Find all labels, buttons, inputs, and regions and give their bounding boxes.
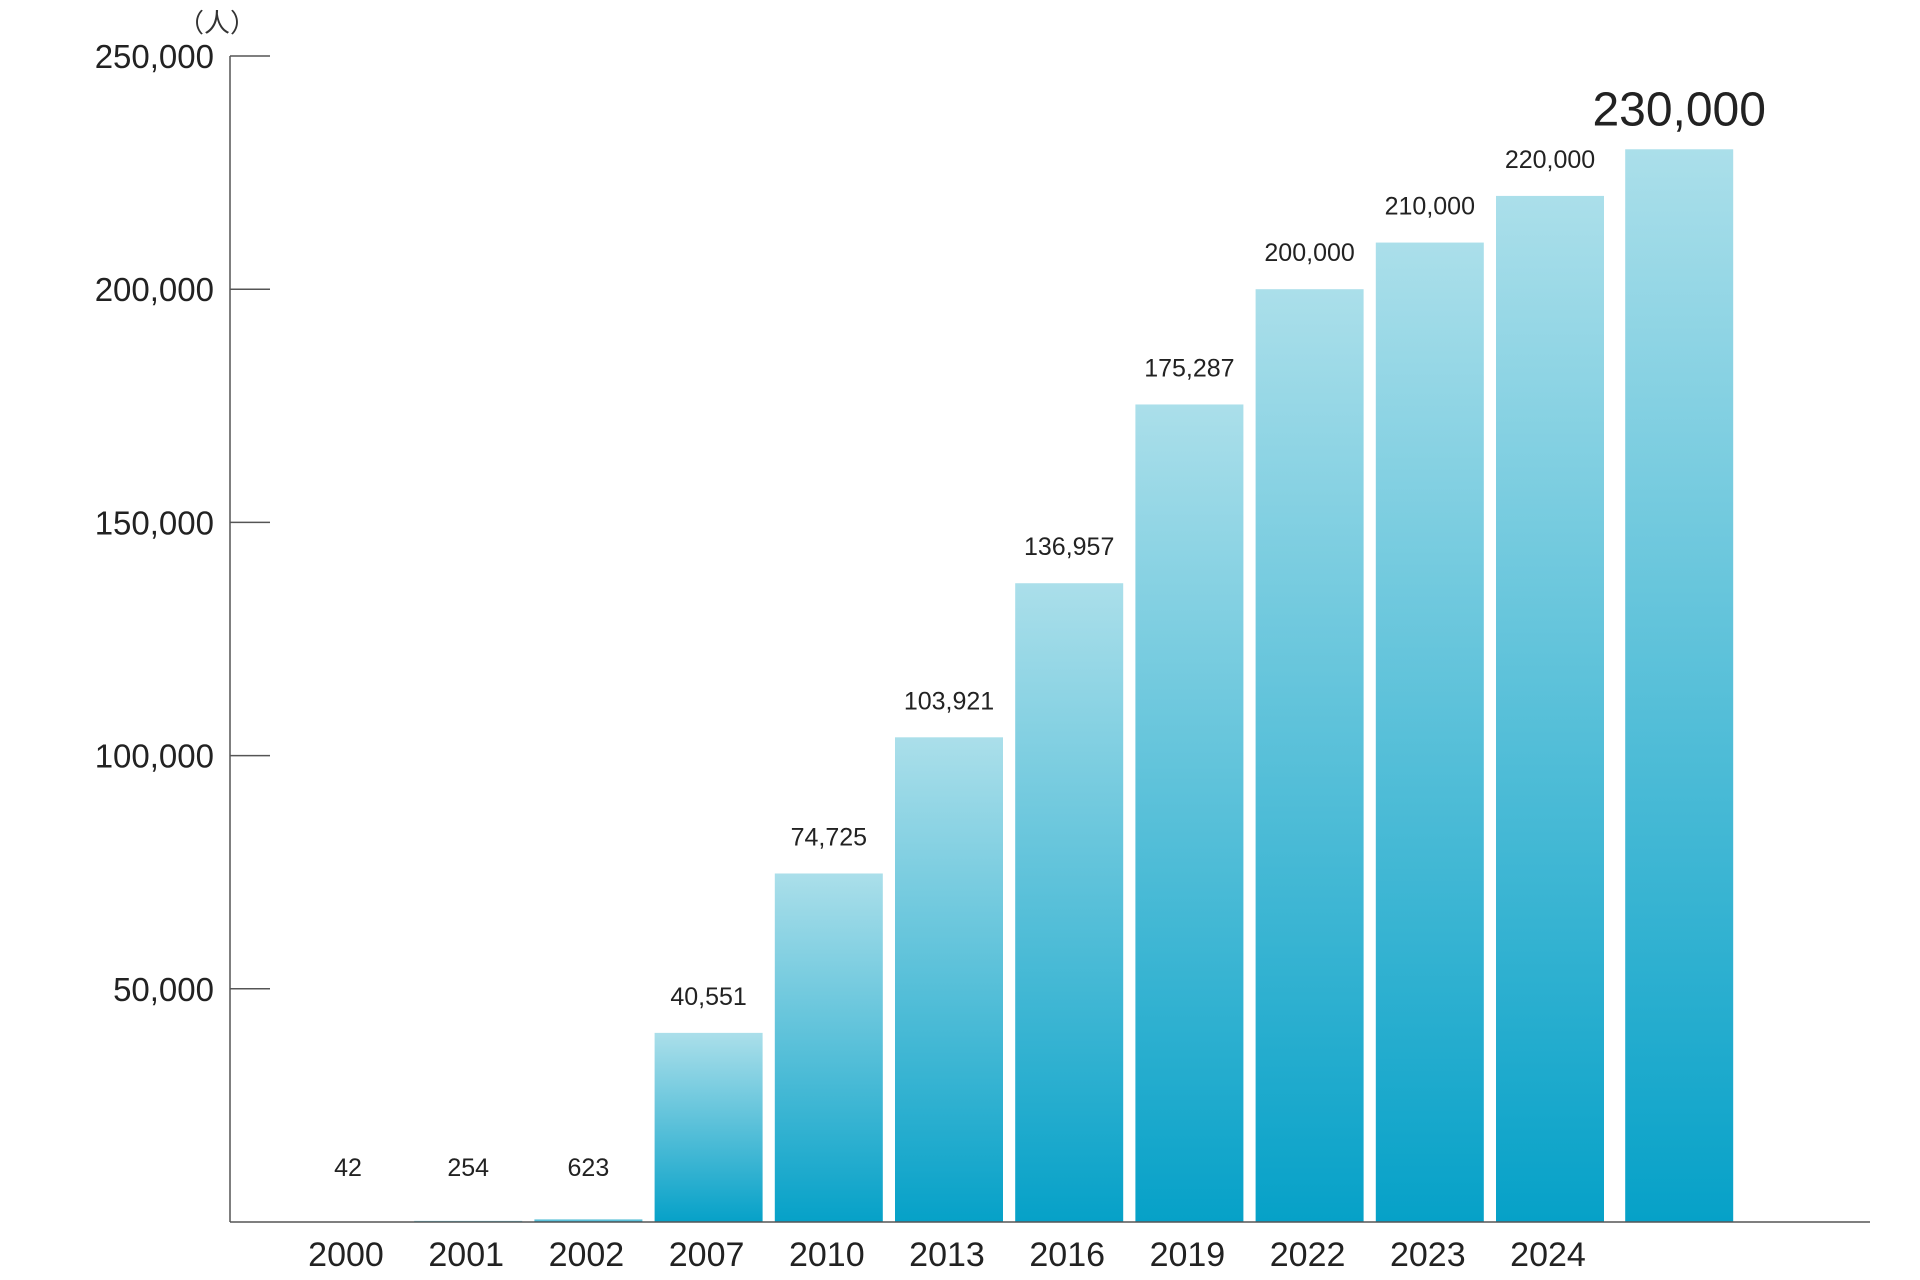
- bar-2016: [1015, 583, 1124, 1222]
- x-axis: 2000 2001 2002 2007 2010 2013 2016 2019 2022 2023…: [230, 1221, 1870, 1274]
- data-label: 220,000: [1505, 146, 1595, 174]
- bar-highlight: [1625, 149, 1734, 1222]
- data-label: 175,287: [1144, 354, 1234, 382]
- x-tick-label: 2019: [1150, 1236, 1226, 1274]
- data-labels-group: 42 254 623 40,551 74,725 103,921 136,957 175,28…: [334, 83, 1766, 1182]
- highlight-value-label: 230,000: [1592, 83, 1766, 136]
- bar-2013: [895, 737, 1003, 1222]
- x-tick-label: 2002: [549, 1236, 625, 1274]
- bar-2019: [1135, 404, 1244, 1222]
- data-label: 74,725: [791, 823, 867, 851]
- data-label: 103,921: [904, 687, 994, 715]
- data-label: 200,000: [1264, 239, 1354, 267]
- x-tick-label: 2013: [909, 1236, 985, 1274]
- y-tick-label: 100,000: [95, 738, 214, 775]
- y-axis-unit-label: （人）: [178, 9, 256, 39]
- x-tick-label: 2000: [308, 1236, 384, 1274]
- data-label: 254: [447, 1154, 489, 1182]
- y-axis: 50,000 100,000 150,000 200,000 250,000: [95, 38, 270, 1222]
- bar-2022: [1255, 289, 1364, 1222]
- bars-group: [294, 149, 1734, 1222]
- bar-2010: [774, 873, 883, 1222]
- x-tick-label: 2016: [1029, 1236, 1105, 1274]
- x-tick-label: 2007: [669, 1236, 745, 1274]
- bar-2023: [1375, 242, 1484, 1222]
- y-tick-label: 50,000: [113, 971, 214, 1008]
- bar-2024: [1496, 195, 1604, 1222]
- y-tick-label: 250,000: [95, 38, 214, 75]
- y-tick-label: 150,000: [95, 504, 214, 541]
- x-tick-label: 2001: [428, 1236, 504, 1274]
- x-tick-label: 2022: [1270, 1236, 1346, 1274]
- data-label: 210,000: [1385, 193, 1475, 221]
- x-tick-label: 2024: [1510, 1236, 1586, 1274]
- bar-2002: [534, 1219, 643, 1222]
- data-label: 136,957: [1024, 533, 1114, 561]
- x-tick-label: 2010: [789, 1236, 865, 1274]
- bar-2007: [654, 1032, 763, 1222]
- data-label: 42: [334, 1154, 362, 1182]
- data-label: 623: [568, 1154, 610, 1182]
- y-tick-label: 200,000: [95, 271, 214, 308]
- data-label: 40,551: [670, 983, 746, 1011]
- x-tick-label: 2023: [1390, 1236, 1466, 1274]
